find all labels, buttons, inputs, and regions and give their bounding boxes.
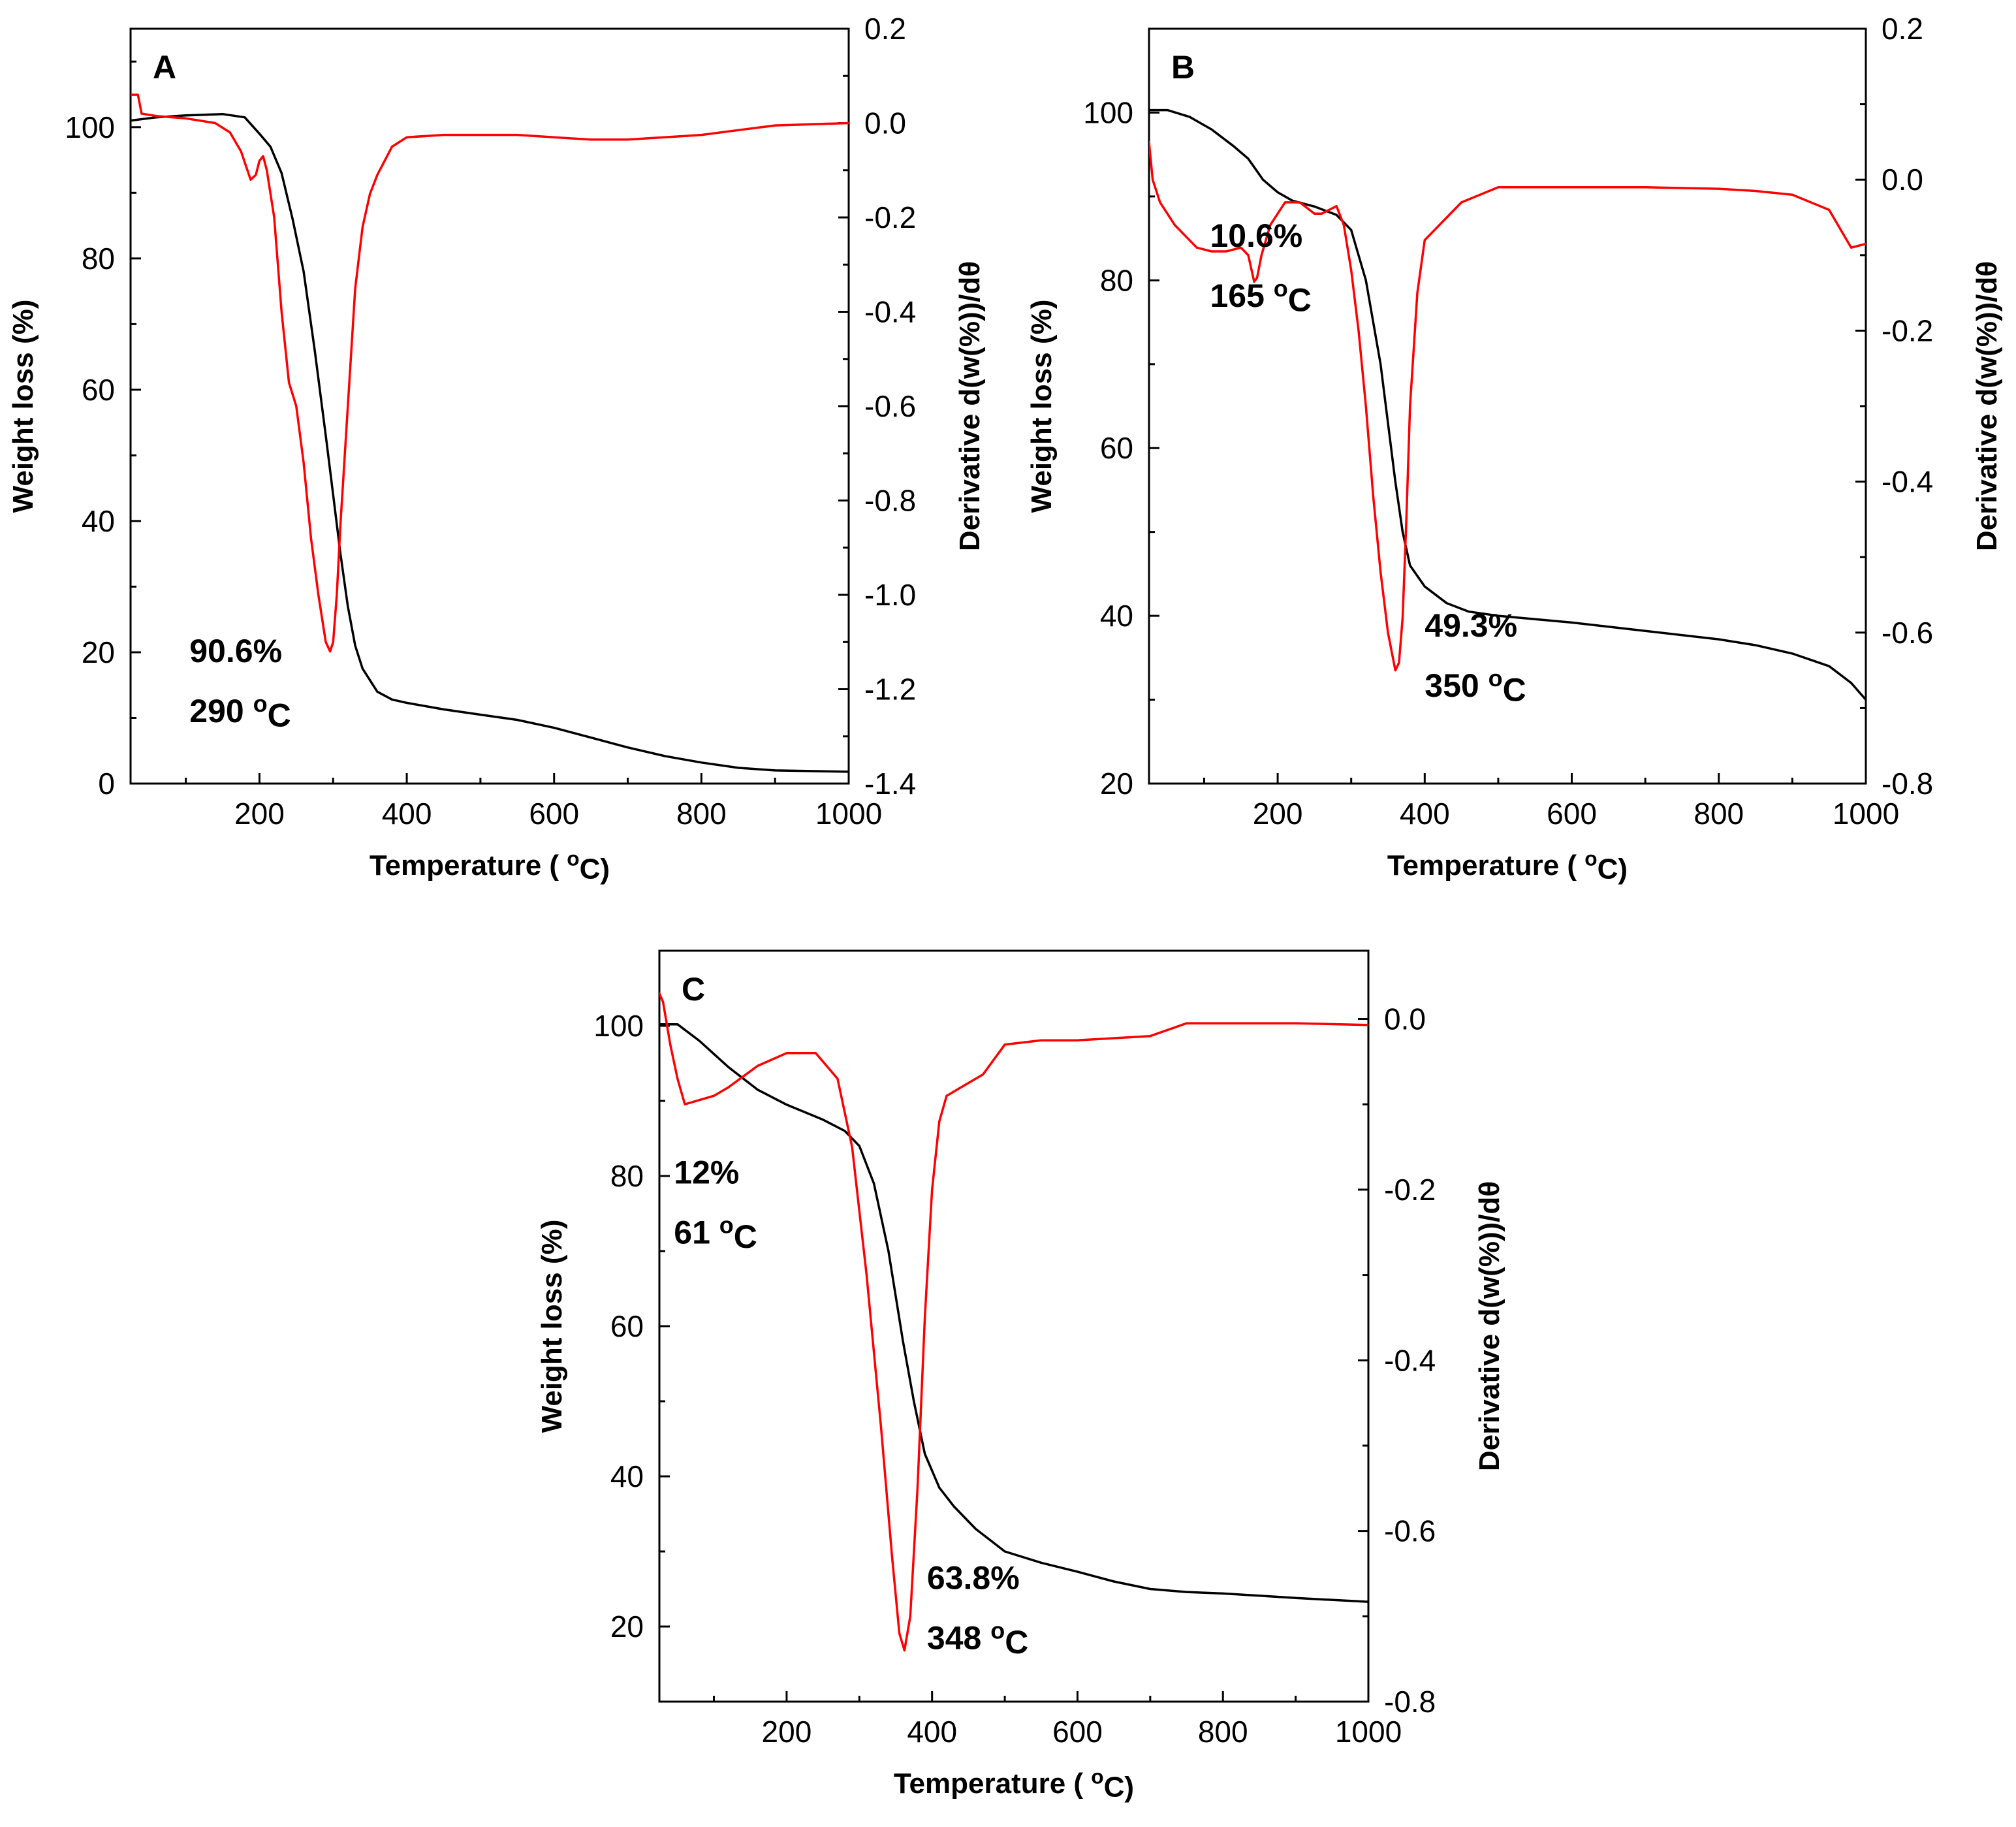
y-right-tick-label: -0.6 [1384,1514,1436,1548]
annotation-temperature: 165 oC [1210,275,1311,319]
x-tick-label: 600 [1547,797,1597,831]
annotation-temperature: 61 oC [674,1211,757,1255]
x-axis-title: Temperature ( oC) [370,847,610,885]
x-tick-label: 400 [382,797,432,831]
y-left-tick-label: 60 [82,373,115,407]
y-right-tick-label: -0.6 [1882,616,1933,650]
y-left-tick-label: 40 [610,1459,644,1493]
panel-a: 200 400 600 800 1000 0 20 40 60 80 100 0.2 0.0 -0.2 -0… [7,12,986,885]
y-right-axis-title: Derivative d(w(%))/dθ [1473,1181,1505,1471]
y-left-tick-label: 40 [82,504,115,538]
derivative-curve [131,93,849,653]
y-right-tick-label: 0.0 [1882,163,1923,197]
y-left-tick-label: 100 [65,110,115,144]
x-tick-label: 200 [762,1715,812,1749]
y-right-tick-label: -0.8 [864,484,916,518]
y-left-tick-label: 20 [82,635,115,669]
x-tick-label: 800 [1693,797,1744,831]
curves [131,93,849,773]
x-tick-label: 1000 [1833,797,1899,831]
x-tick-label: 400 [907,1715,957,1749]
derivative-curve [659,992,1368,1652]
x-axis-title: Temperature ( oC) [1387,847,1628,885]
y-left-tick-label: 0 [98,767,115,801]
x-tick-label: 600 [529,797,579,831]
y-left-tick-label: 100 [1083,95,1133,129]
x-axis-title: Temperature ( oC) [894,1765,1134,1803]
y-right-tick-label: -0.6 [864,389,916,423]
y-right-tick-label: -1.2 [864,673,916,707]
y-right-tick-label: -0.8 [1882,767,1933,801]
y-left-tick-label: 40 [1100,599,1133,633]
panel-letter: C [682,971,705,1008]
annotation-percent: 12% [674,1154,739,1191]
x-tick-label: 800 [676,797,727,831]
x-tick-label: 200 [1253,797,1303,831]
y-left-axis-title: Weight loss (%) [7,300,39,513]
y-right-tick-label: -0.2 [1384,1173,1436,1207]
weight-loss-curve [131,112,849,773]
y-left-tick-label: 60 [610,1309,644,1343]
y-right-tick-label: -1.0 [864,578,916,612]
annotation-percent: 10.6% [1210,217,1302,254]
annotation-percent: 63.8% [927,1560,1020,1597]
y-left-tick-label: 20 [1100,767,1133,801]
y-right-tick-label: 0.2 [1882,12,1923,46]
annotation-percent: 49.3% [1425,607,1517,644]
y-right-tick-label: -0.4 [1882,465,1933,499]
y-left-tick-label: 100 [593,1009,644,1043]
y-left-tick-label: 80 [1100,263,1133,297]
panel-letter: A [153,49,176,86]
y-right-tick-label: -1.4 [864,767,916,801]
x-tick-label: 400 [1400,797,1450,831]
plot-frame [1148,27,1867,785]
y-left-tick-label: 20 [610,1610,644,1644]
panel-b: 200 400 600 800 1000 20 40 60 80 100 0.2 0.0 -0.2 -0.… [1026,12,2003,885]
curves [1149,108,1866,701]
y-right-tick-label: -0.2 [1882,313,1933,347]
annotation-temperature: 348 oC [927,1617,1028,1660]
y-right-tick-label: 0.0 [864,106,906,140]
annotation-percent: 90.6% [189,633,282,669]
y-left-axis-title: Weight loss (%) [536,1220,568,1433]
x-tick-label: 1000 [1335,1715,1402,1749]
x-tick-label: 1000 [815,797,882,831]
y-left-tick-label: 60 [1100,431,1133,465]
weight-loss-curve [659,1023,1368,1603]
panel-c: 200 400 600 800 1000 20 40 60 80 100 0.0 -0.2 -0.4 -0… [536,949,1505,1803]
x-tick-label: 200 [234,797,285,831]
annotation-temperature: 350 oC [1425,665,1526,708]
y-right-tick-label: -0.4 [864,295,916,329]
y-right-axis-title: Derivative d(w(%))/dθ [1971,261,2003,551]
y-right-tick-label: 0.0 [1384,1002,1426,1036]
weight-loss-curve [1149,108,1866,701]
x-tick-label: 800 [1198,1715,1248,1749]
y-right-tick-label: 0.2 [864,12,906,46]
y-right-axis-title: Derivative d(w(%))/dθ [954,261,986,551]
derivative-curve [1149,140,1866,672]
y-left-axis-title: Weight loss (%) [1026,300,1058,513]
y-right-tick-label: -0.8 [1384,1685,1436,1719]
panel-letter: B [1171,49,1195,86]
y-right-tick-label: -0.2 [864,200,916,234]
plot-frame [129,27,850,785]
y-left-tick-label: 80 [610,1159,644,1193]
curves [659,992,1368,1652]
y-left-tick-label: 80 [82,242,115,276]
annotation-temperature: 290 oC [189,690,291,734]
x-tick-label: 600 [1052,1715,1103,1749]
y-right-tick-label: -0.4 [1384,1343,1436,1377]
